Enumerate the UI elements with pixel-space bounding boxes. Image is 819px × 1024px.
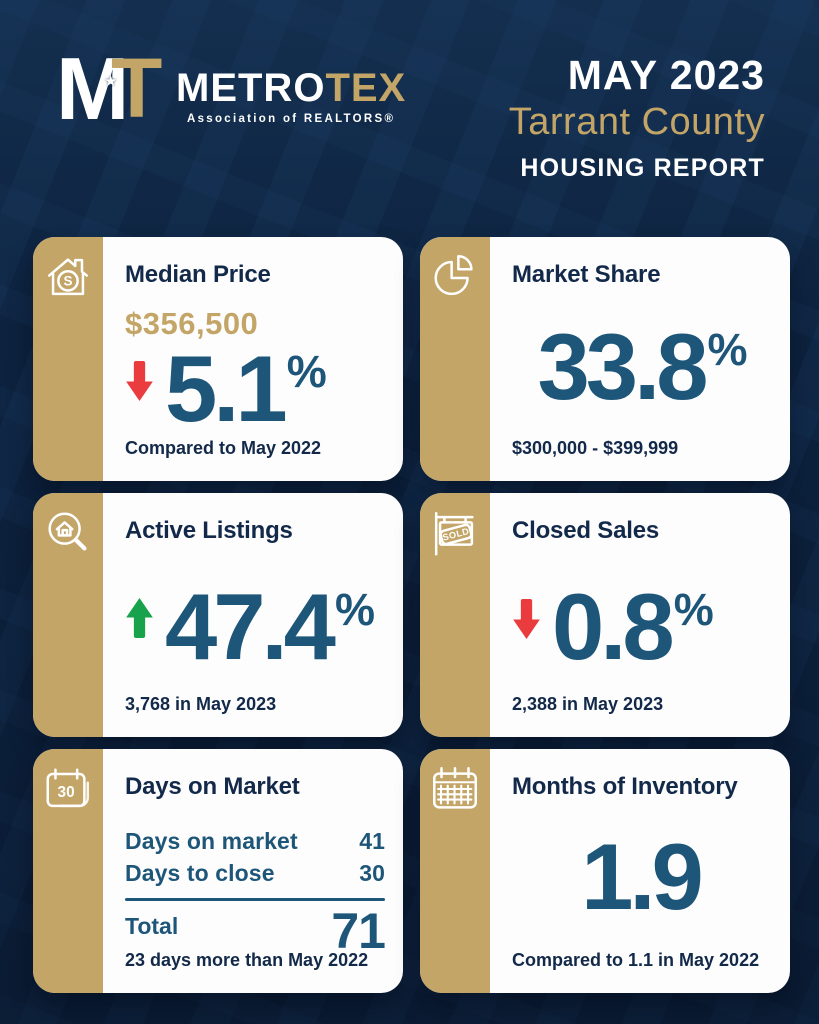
total-value: 71 xyxy=(331,903,386,960)
calendar-day-label: 30 xyxy=(58,784,75,801)
card-footnote: $300,000 - $399,999 xyxy=(512,438,679,458)
median-price-value: $356,500 xyxy=(125,306,259,341)
table-total-row: Total 71 xyxy=(125,903,386,960)
card-accent-bar: SOLD xyxy=(420,493,490,737)
card-title: Median Price xyxy=(125,261,271,288)
trend-row: 0.8% xyxy=(512,574,772,679)
percent-change: 5.1% xyxy=(165,336,327,441)
card-title: Days on Market xyxy=(125,773,300,800)
card-footnote: 23 days more than May 2022 xyxy=(125,950,369,970)
table-divider xyxy=(125,898,385,902)
percent-sign: % xyxy=(707,324,747,375)
card-days-on-market: 30 Days on Market Days on market 41 Days… xyxy=(33,749,403,993)
percent-sign: % xyxy=(673,584,714,635)
row-label: Days on market xyxy=(125,828,298,854)
wordmark-tex: TEX xyxy=(325,65,407,110)
dollar-s-glyph: S xyxy=(63,274,72,289)
house-dollar-icon: S xyxy=(47,258,89,296)
card-title: Closed Sales xyxy=(512,517,660,544)
card-median-price: S Median Price $356,500 5.1% Compared to… xyxy=(33,237,403,481)
percent-sign: % xyxy=(286,346,327,397)
total-label: Total xyxy=(125,913,179,940)
inventory-value: 1.9 xyxy=(581,824,704,929)
table-row: Days on market 41 xyxy=(125,825,385,857)
row-value: 30 xyxy=(359,860,385,887)
card-accent-bar: S xyxy=(33,237,103,481)
wordmark-metro: METRO xyxy=(176,65,326,110)
card-footnote: 2,388 in May 2023 xyxy=(512,694,664,714)
metrotex-monogram-icon: M T ★ xyxy=(56,39,162,146)
row-label: Days to close xyxy=(125,860,275,887)
card-body: Median Price $356,500 5.1% Compared to M… xyxy=(103,237,403,481)
down-arrow-icon xyxy=(126,361,153,401)
wordmark-text: METROTEX xyxy=(176,68,406,108)
report-title-block: MAY 2023 Tarrant County HOUSING REPORT xyxy=(508,52,765,182)
header: M T ★ METROTEX Association of REALTORS® … xyxy=(0,0,819,237)
report-period: MAY 2023 xyxy=(567,52,765,98)
star-icon: ★ xyxy=(104,73,118,90)
card-accent-bar: 30 xyxy=(33,749,103,993)
card-footnote: 3,768 in May 2023 xyxy=(125,694,277,714)
monogram-t: T xyxy=(111,41,163,135)
logo-tagline: Association of REALTORS® xyxy=(186,112,396,125)
report-region: Tarrant County xyxy=(508,101,765,144)
card-body: Days on Market Days on market 41 Days to… xyxy=(103,749,403,993)
card-body: Active Listings 47.4% 3,768 in May 2023 xyxy=(103,493,403,737)
card-title: Market Share xyxy=(512,261,661,288)
house-search-icon xyxy=(48,512,87,551)
card-accent-bar xyxy=(420,749,490,993)
monogram-m: M xyxy=(56,39,129,138)
trend-row: 47.4% xyxy=(125,574,385,679)
percent-change: 0.8% xyxy=(552,574,714,679)
row-value: 41 xyxy=(359,828,385,854)
card-body: Market Share 33.8% $300,000 - $399,999 xyxy=(490,237,790,481)
card-body: Closed Sales 0.8% 2,388 in May 2023 xyxy=(490,493,790,737)
card-active-listings: Active Listings 47.4% 3,768 in May 2023 xyxy=(33,493,403,737)
market-share-value: 33.8% xyxy=(537,314,748,419)
card-footnote: Compared to 1.1 in May 2022 xyxy=(512,950,760,970)
percent-change: 47.4% xyxy=(165,574,375,679)
metrotex-logo: M T ★ METROTEX Association of REALTORS® xyxy=(56,39,406,146)
card-accent-bar xyxy=(33,493,103,737)
card-title: Active Listings xyxy=(125,517,293,544)
card-closed-sales: SOLD Closed Sales 0.8% 2,388 in May 2023 xyxy=(420,493,790,737)
down-arrow-icon xyxy=(513,599,540,639)
card-body: Months of Inventory 1.9 Compared to 1.1 … xyxy=(490,749,790,993)
percent-sign: % xyxy=(334,584,375,635)
up-arrow-icon xyxy=(126,598,153,638)
metrotex-wordmark: METROTEX Association of REALTORS® xyxy=(176,68,406,125)
cards-grid: S Median Price $356,500 5.1% Compared to… xyxy=(33,237,790,993)
table-row: Days to close 30 xyxy=(125,857,385,889)
card-accent-bar xyxy=(420,237,490,481)
days-table: Days on market 41 Days to close 30 Total… xyxy=(125,825,386,960)
calendar-grid-icon xyxy=(433,767,477,809)
pie-chart-icon xyxy=(434,255,473,296)
trend-row: 5.1% xyxy=(125,336,385,441)
calendar-30-icon: 30 xyxy=(46,768,90,808)
card-footnote: Compared to May 2022 xyxy=(125,438,322,458)
sold-sign-icon: SOLD xyxy=(434,511,474,556)
report-label: HOUSING REPORT xyxy=(520,153,765,182)
card-market-share: Market Share 33.8% $300,000 - $399,999 xyxy=(420,237,790,481)
card-title: Months of Inventory xyxy=(512,773,738,800)
card-months-of-inventory: Months of Inventory 1.9 Compared to 1.1 … xyxy=(420,749,790,993)
